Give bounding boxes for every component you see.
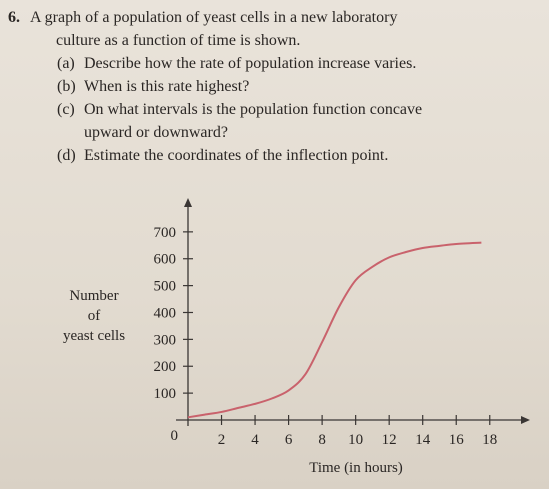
chart: 2 4 6 8 10 12 14 16 18 0 100 200 300 400 500 600 700 Time… xyxy=(63,198,530,476)
part-line: On what intervals is the population func… xyxy=(84,101,422,118)
x-tick-label: 8 xyxy=(318,432,326,448)
x-tick-label: 6 xyxy=(285,432,293,448)
y-tick-label: 300 xyxy=(154,332,177,348)
y-axis-label: yeast cells xyxy=(63,328,125,344)
x-tick-label: 10 xyxy=(348,432,363,448)
y-axis-label: Number xyxy=(69,288,118,304)
y-axis-label: of xyxy=(88,308,101,324)
part-line: When is this rate highest? xyxy=(84,78,249,95)
x-tick-label: 12 xyxy=(382,432,397,448)
x-tick-label: 16 xyxy=(449,432,465,448)
problem-line: A graph of a population of yeast cells i… xyxy=(30,9,397,26)
problem-line: culture as a function of time is shown. xyxy=(56,32,300,49)
population-curve xyxy=(187,241,482,419)
y-tick-label: 200 xyxy=(154,359,177,375)
x-axis-label: Time (in hours) xyxy=(309,460,403,476)
y-tick-label: 100 xyxy=(154,386,177,402)
part-label: (d) xyxy=(57,147,76,164)
y-tick-label: 700 xyxy=(154,225,177,241)
y-tick-label: 500 xyxy=(154,279,177,295)
origin-label: 0 xyxy=(171,428,179,444)
y-axis-arrow xyxy=(184,198,192,207)
x-tick-label: 4 xyxy=(251,432,259,448)
part-label: (a) xyxy=(57,55,75,72)
x-tick-label: 14 xyxy=(415,432,431,448)
problem-number: 6. xyxy=(8,9,20,26)
part-line: Estimate the coordinates of the inflecti… xyxy=(84,147,388,164)
y-tick-label: 600 xyxy=(154,252,177,268)
x-tick-label: 2 xyxy=(218,432,226,448)
part-line: upward or downward? xyxy=(84,124,228,141)
x-axis-arrow xyxy=(521,416,530,424)
y-tick-label: 400 xyxy=(154,305,177,321)
problem: 6. A graph of a population of yeast cells… xyxy=(8,9,422,164)
part-line: Describe how the rate of population incr… xyxy=(84,55,416,72)
x-tick-label: 18 xyxy=(482,432,497,448)
part-label: (c) xyxy=(57,101,75,118)
part-label: (b) xyxy=(57,78,76,95)
